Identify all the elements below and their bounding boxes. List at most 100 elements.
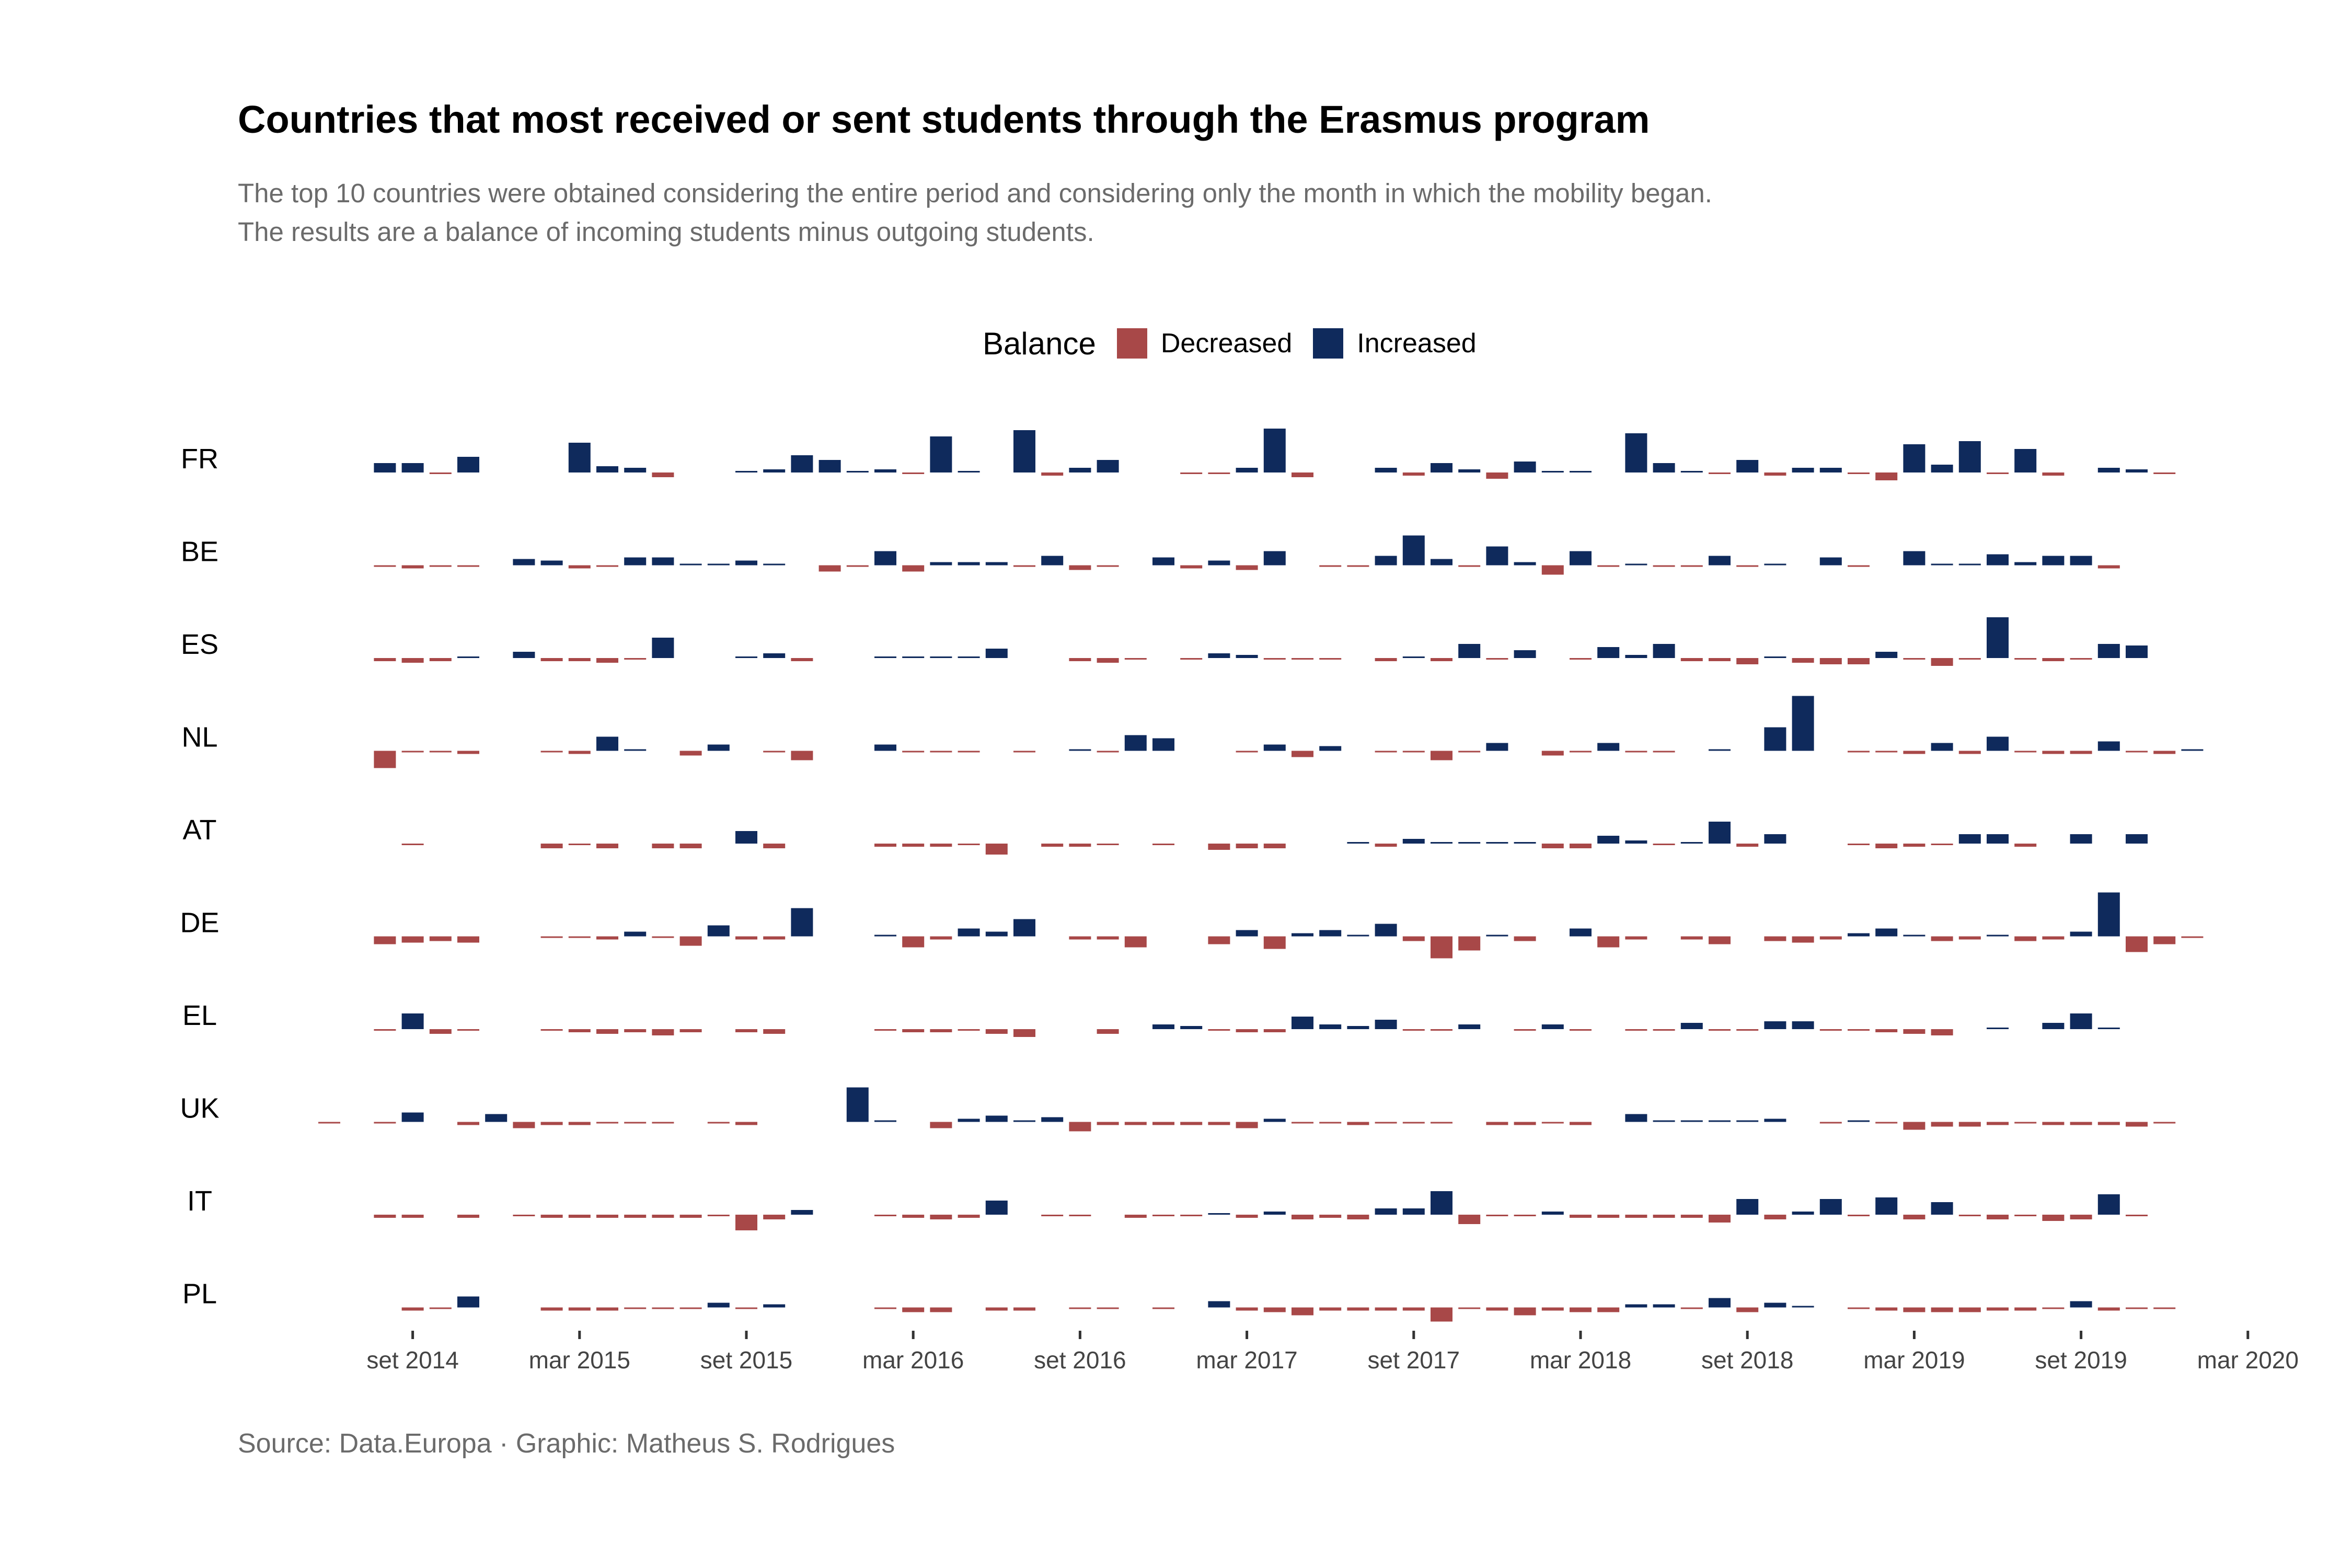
legend-swatch-increased <box>1313 328 1344 359</box>
x-tick-label: set 2017 <box>1368 1346 1460 1374</box>
bar <box>1958 658 1981 660</box>
bar <box>2097 741 2120 751</box>
bar <box>763 1304 786 1308</box>
bar <box>596 1122 618 1124</box>
bar <box>1431 1029 1452 1031</box>
bar <box>1319 658 1342 660</box>
bar <box>1709 658 1731 661</box>
bar <box>457 936 479 943</box>
chart-title: Countries that most received or sent stu… <box>238 98 1650 141</box>
bar <box>1987 1122 2009 1125</box>
bar <box>1458 842 1481 844</box>
bar <box>1041 556 1064 566</box>
bar <box>846 565 869 567</box>
bar <box>457 1122 479 1125</box>
bar <box>763 751 786 753</box>
bar <box>1625 655 1647 658</box>
bar <box>1653 463 1675 472</box>
bar <box>1458 1215 1481 1224</box>
bar <box>707 1215 730 1216</box>
bar <box>763 653 786 658</box>
bar <box>1848 1029 1870 1031</box>
bar <box>1625 563 1647 566</box>
bar <box>1180 658 1203 660</box>
bar <box>1819 1199 1842 1215</box>
bar <box>1653 1304 1675 1308</box>
bar <box>1319 930 1342 937</box>
bar <box>1375 1208 1397 1215</box>
bar <box>1819 1029 1842 1031</box>
bar <box>1875 928 1898 937</box>
bar <box>540 1307 563 1311</box>
bar <box>1180 472 1203 474</box>
bar <box>540 1122 563 1125</box>
bar <box>1208 1029 1230 1031</box>
bar <box>1041 844 1064 847</box>
bar <box>1514 1122 1536 1125</box>
bar <box>1514 1215 1536 1216</box>
bar <box>1041 472 1064 476</box>
bar <box>2014 562 2037 566</box>
bar <box>874 1307 896 1309</box>
bar <box>763 844 786 848</box>
bar <box>1736 565 1759 567</box>
bar <box>1486 1215 1508 1216</box>
bar <box>763 1029 786 1034</box>
bar <box>485 1114 508 1122</box>
bar <box>1263 1029 1286 1032</box>
bar <box>1402 1029 1425 1031</box>
bar <box>1625 433 1647 472</box>
bar <box>1570 658 1592 660</box>
bar <box>624 468 647 472</box>
bar <box>791 908 813 937</box>
bar <box>1514 462 1536 472</box>
bar <box>1124 1215 1147 1218</box>
x-tick-label: set 2016 <box>1034 1346 1126 1374</box>
bar <box>1653 644 1675 658</box>
bar <box>429 658 452 661</box>
bar <box>1764 472 1786 476</box>
bar <box>958 844 980 845</box>
bar <box>568 751 591 754</box>
bar <box>1597 1307 1620 1312</box>
bar <box>1680 842 1703 844</box>
x-tick-label: set 2018 <box>1701 1346 1793 1374</box>
bar <box>1486 935 1508 937</box>
bar <box>2181 936 2204 938</box>
bar <box>1402 1307 1425 1311</box>
bar <box>1013 919 1035 937</box>
bar <box>1875 751 1898 753</box>
bar <box>874 1215 896 1216</box>
x-tick-label: mar 2020 <box>2197 1346 2299 1374</box>
bar <box>1764 656 1786 658</box>
bar <box>2126 751 2148 753</box>
bar <box>568 844 591 845</box>
bar <box>930 1215 952 1219</box>
bar <box>1736 1120 1759 1122</box>
bar <box>2153 472 2176 474</box>
bar <box>930 751 952 753</box>
bar <box>1319 1307 1342 1311</box>
bar <box>1069 749 1091 751</box>
bar <box>1402 656 1425 658</box>
bar <box>652 1215 674 1218</box>
bar <box>1903 1307 1926 1312</box>
bar <box>1292 1122 1313 1124</box>
chart-caption: Source: Data.Europa · Graphic: Matheus S… <box>238 1428 895 1459</box>
bar <box>1541 1307 1564 1311</box>
bar <box>1848 472 1870 474</box>
bar <box>2153 1307 2176 1309</box>
bar <box>1402 839 1425 844</box>
bar <box>1152 1215 1174 1216</box>
bar <box>1958 1307 1981 1312</box>
bar <box>374 936 396 944</box>
bar <box>1263 844 1286 848</box>
bar <box>1709 1298 1731 1308</box>
bar <box>1486 546 1508 566</box>
bar <box>513 652 535 658</box>
bar <box>1319 746 1342 751</box>
bar <box>1625 840 1647 844</box>
bar <box>1097 658 1119 663</box>
bar <box>2126 469 2148 472</box>
bar <box>791 455 813 472</box>
